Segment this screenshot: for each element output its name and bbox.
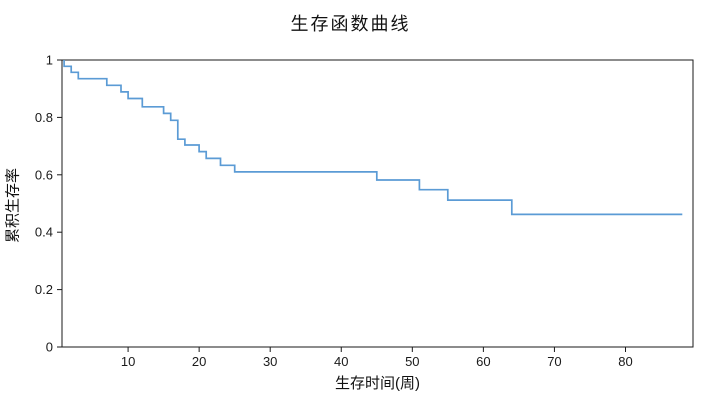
y-tick-label: 0.6 xyxy=(35,167,53,182)
y-tick-label: 0 xyxy=(46,340,53,355)
x-tick-label: 30 xyxy=(263,354,277,369)
x-tick-label: 40 xyxy=(334,354,348,369)
x-tick-label: 10 xyxy=(121,354,135,369)
chart-title: 生存函数曲线 xyxy=(290,14,411,34)
x-axis-label: 生存时间(周) xyxy=(335,375,420,392)
y-tick-label: 0.4 xyxy=(35,225,53,240)
x-tick-label: 20 xyxy=(192,354,206,369)
x-tick-label: 50 xyxy=(405,354,419,369)
x-tick-label: 80 xyxy=(618,354,632,369)
y-tick-label: 0.8 xyxy=(35,110,53,125)
x-tick-label: 60 xyxy=(476,354,490,369)
axes-frame xyxy=(61,59,694,348)
y-axis-label: 累积生存率 xyxy=(4,168,22,244)
x-tick-label: 70 xyxy=(547,354,561,369)
survival-curve-line xyxy=(63,60,683,216)
y-tick-label: 1 xyxy=(46,53,53,68)
y-tick-label: 0.2 xyxy=(35,282,53,297)
